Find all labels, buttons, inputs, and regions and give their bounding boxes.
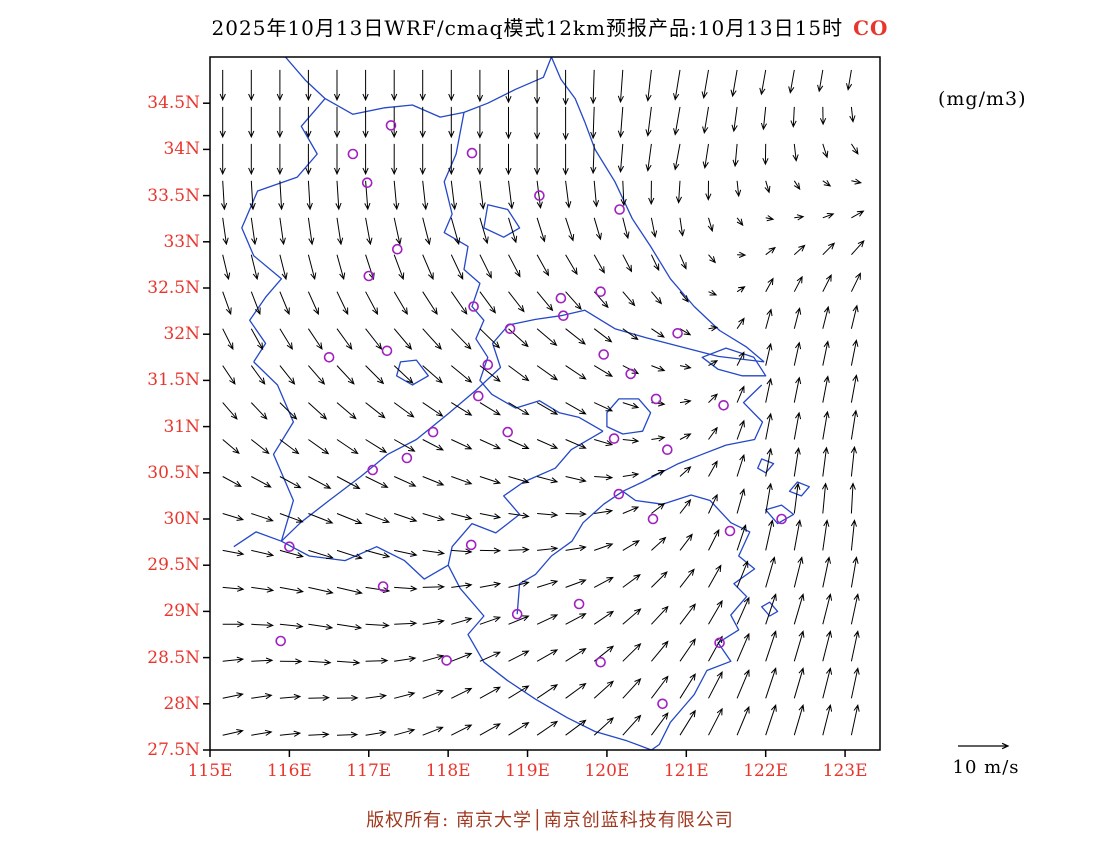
city-marker xyxy=(647,513,659,525)
tai-lake xyxy=(606,398,652,435)
page-title: 2025年10月13日WRF/cmaq模式12km预报产品:10月13日15时 C… xyxy=(0,12,1100,41)
lat-tick-label: 30N xyxy=(163,509,200,529)
city-marker xyxy=(465,539,477,551)
lon-tick-label: 121E xyxy=(663,761,709,781)
units-label: (mg/m3) xyxy=(938,88,1027,110)
city-marker xyxy=(502,426,514,438)
city-marker xyxy=(608,433,620,444)
city-marker xyxy=(613,488,625,500)
city-marker xyxy=(363,270,375,282)
city-marker xyxy=(595,286,606,298)
city-marker xyxy=(625,368,637,380)
city-marker xyxy=(657,698,668,710)
lat-tick-label: 28.5N xyxy=(147,647,200,668)
lon-tick-label: 116E xyxy=(266,761,312,781)
chao-lake xyxy=(395,359,429,386)
lon-tick-label: 119E xyxy=(505,761,550,781)
lat-tick-label: 34.5N xyxy=(147,93,200,114)
city-marker xyxy=(466,147,478,159)
city-marker xyxy=(385,120,397,131)
lat-tick-label: 32.5N xyxy=(147,278,200,298)
title-species-label: CO xyxy=(853,16,889,40)
city-marker xyxy=(401,452,413,464)
shandong-border xyxy=(284,57,553,118)
lat-tick-label: 29N xyxy=(163,601,200,622)
city-marker xyxy=(650,393,662,405)
lon-tick-label: 122E xyxy=(743,761,789,781)
city-marker xyxy=(718,399,729,411)
city-marker xyxy=(391,243,403,255)
jiangsu-anhui-border xyxy=(443,112,604,432)
lon-tick-label: 120E xyxy=(584,761,630,781)
lat-tick-label: 33N xyxy=(163,231,200,252)
hongze-lake xyxy=(483,204,521,238)
plot-frame xyxy=(209,56,881,751)
lat-tick-label: 31.5N xyxy=(147,370,200,391)
city-marker xyxy=(595,656,606,668)
city-marker xyxy=(361,177,373,188)
city-marker xyxy=(661,444,673,456)
hubei-border xyxy=(253,361,295,542)
henan-border xyxy=(241,98,326,363)
lon-tick-label: 115E xyxy=(187,761,233,781)
lat-tick-label: 30.5N xyxy=(147,462,200,483)
zhoushan-island-2 xyxy=(788,481,810,497)
title-text: 2025年10月13日WRF/cmaq模式12km预报产品:10月13日15时 xyxy=(211,16,844,40)
city-marker xyxy=(614,204,625,215)
axis-ticks xyxy=(203,102,846,757)
city-marker xyxy=(284,541,295,553)
yangtze-river xyxy=(233,309,765,548)
city-marker xyxy=(555,292,567,304)
chongming-island xyxy=(701,347,767,377)
lat-tick-label: 29.5N xyxy=(147,555,200,576)
city-marker xyxy=(724,525,736,537)
city-marker xyxy=(504,323,516,335)
city-marker xyxy=(598,349,610,360)
city-marker xyxy=(275,635,287,647)
jiangsu-coastline xyxy=(550,57,765,363)
zhoushan-island-3 xyxy=(757,458,775,474)
city-marker xyxy=(441,655,452,666)
city-marker xyxy=(377,581,389,592)
zhoushan-island-1 xyxy=(765,504,795,525)
map-boundaries xyxy=(233,57,810,750)
zhejiang-coastline xyxy=(622,384,764,750)
legend-reference-arrow xyxy=(958,742,1010,750)
city-marker xyxy=(557,310,569,322)
lat-tick-label: 28N xyxy=(163,693,200,714)
anhui-jiangxi-border xyxy=(281,540,449,580)
lat-tick-label: 31N xyxy=(163,416,200,437)
qiantang-river xyxy=(516,490,624,615)
city-marker xyxy=(323,351,335,363)
lat-tick-label: 32N xyxy=(163,324,200,345)
city-marker xyxy=(347,148,359,160)
city-marker xyxy=(534,190,545,201)
city-marker xyxy=(472,390,484,402)
lat-tick-label: 34N xyxy=(163,139,200,160)
lat-tick-label: 27.5N xyxy=(147,740,200,760)
lon-tick-label: 118E xyxy=(425,761,471,781)
city-marker xyxy=(573,598,585,610)
city-marker xyxy=(427,426,439,438)
city-marker xyxy=(672,327,683,339)
lon-tick-label: 123E xyxy=(822,761,868,781)
city-marker xyxy=(468,301,479,312)
city-marker xyxy=(381,345,393,357)
wind-arrows xyxy=(219,69,865,738)
city-marker xyxy=(482,359,494,371)
city-marker xyxy=(511,608,523,620)
city-markers xyxy=(275,120,787,710)
coastal-island-4 xyxy=(761,601,779,617)
lon-tick-label: 117E xyxy=(346,761,392,781)
wind-legend-label: 10 m/s xyxy=(952,757,1020,778)
city-marker xyxy=(776,513,787,525)
city-marker xyxy=(367,464,379,476)
copyright-text: 版权所有: 南京大学│南京创蓝科技有限公司 xyxy=(366,810,734,831)
city-marker xyxy=(714,637,725,649)
zhejiang-border xyxy=(447,430,652,750)
lat-tick-label: 33.5N xyxy=(147,185,200,206)
